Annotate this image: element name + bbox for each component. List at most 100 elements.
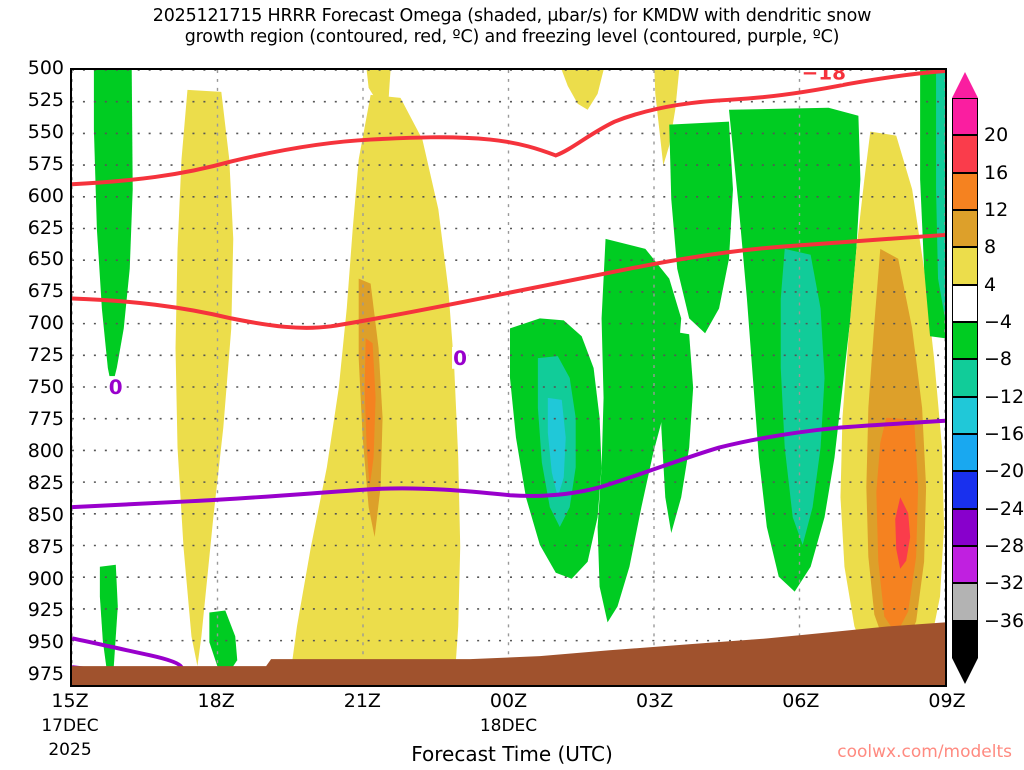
colorbar-segment-10	[952, 471, 978, 509]
chart-title: 2025121715 HRRR Forecast Omega (shaded, …	[0, 6, 1024, 48]
colorbar	[952, 72, 978, 684]
dgz-contour-upper	[72, 70, 945, 187]
shade-cyan-center	[547, 397, 566, 498]
colorbar-tick--16: −16	[984, 423, 1024, 445]
y-axis-tick-725: 725	[27, 344, 64, 367]
colorbar-tick--20: −20	[984, 460, 1024, 483]
x-axis-year-2025: 2025	[48, 740, 92, 760]
y-axis-labels: 500 525 550 575 600 625 650 675 700 725 750 775 800 8…	[0, 57, 64, 687]
grid-layer	[72, 70, 945, 685]
y-axis-tick-775: 775	[27, 407, 64, 430]
x-axis-tick-09Z: 09Z	[928, 690, 966, 712]
shade-green-upper-mid	[669, 121, 733, 334]
y-axis-tick-750: 750	[27, 376, 64, 399]
shade-yellow-top2	[654, 70, 680, 166]
chart-title-line2: growth region (contoured, red, ºC) and f…	[184, 27, 840, 47]
colorbar-tick--32: −32	[984, 572, 1024, 595]
shade-green-left	[93, 70, 133, 388]
x-axis-tick-00Z: 00Z	[489, 690, 528, 712]
y-axis-tick-550: 550	[27, 120, 64, 143]
y-axis-tick-875: 875	[27, 535, 64, 558]
colorbar-segment-8	[952, 396, 978, 434]
y-axis-tick-850: 850	[27, 503, 64, 526]
y-axis-tick-900: 900	[27, 567, 64, 590]
y-axis-tick-975: 975	[27, 663, 64, 686]
shade-green-left-low	[99, 564, 118, 679]
colorbar-tick-12: 12	[984, 199, 1009, 221]
colorbar-segment-9	[952, 434, 978, 472]
colorbar-tick--28: −28	[984, 535, 1024, 557]
x-axis-tick-06Z: 06Z	[782, 690, 820, 712]
colorbar-tick--24: −24	[984, 497, 1024, 520]
colorbar-segment-0	[952, 98, 978, 136]
contour-label-0: 0	[109, 376, 123, 399]
terrain-layer	[72, 622, 945, 685]
x-axis-tick-18Z: 18Z	[197, 690, 235, 712]
contour-label-0: 0	[453, 347, 467, 370]
y-axis-tick-650: 650	[27, 248, 64, 271]
colorbar-segment-2	[952, 172, 978, 210]
colorbar-segment-1	[952, 135, 978, 173]
x-axis-labels: 15Z 18Z 21Z 00Z 03Z 06Z 09Z 17DEC 18DEC 2025	[41, 690, 965, 770]
plot-area: −18 0 0	[70, 68, 947, 687]
shade-teal-right	[780, 248, 825, 545]
contour-label-bg	[107, 376, 124, 398]
shade-teal-faredge	[936, 70, 945, 319]
shade-yellow-col1	[175, 89, 234, 667]
y-axis-tick-800: 800	[27, 439, 64, 462]
plot-canvas: −18 0 0	[72, 70, 945, 685]
colorbar-segment-13	[952, 583, 978, 621]
colorbar-segment-12	[952, 546, 978, 584]
shade-yellow-top1	[561, 70, 604, 110]
chart-title-line1: 2025121715 HRRR Forecast Omega (shaded, …	[152, 6, 872, 26]
y-axis-tick-575: 575	[27, 152, 64, 175]
y-axis-tick-925: 925	[27, 599, 64, 622]
colorbar-segment-14	[952, 620, 978, 658]
shade-yellow-thin	[366, 70, 391, 104]
y-axis-tick-675: 675	[27, 280, 64, 303]
y-axis-tick-600: 600	[27, 184, 64, 207]
colorbar-segment-4	[952, 247, 978, 285]
colorbar-tick--36: −36	[984, 609, 1024, 632]
x-axis-tick-15Z: 15Z	[51, 690, 89, 712]
colorbar-segment-6	[952, 322, 978, 360]
colorbar-tick-16: 16	[984, 161, 1009, 184]
y-axis-tick-825: 825	[27, 471, 64, 494]
colorbar-segment-7	[952, 359, 978, 397]
x-axis-tick-03Z: 03Z	[636, 690, 674, 712]
colorbar-tick-4: 4	[984, 273, 997, 296]
colorbar-arrow-top	[952, 72, 978, 98]
x-axis-date-18DEC: 18DEC	[479, 716, 538, 736]
watermark: coolwx.com/modelts	[837, 742, 1012, 762]
freezing-level-contour	[72, 418, 945, 510]
dgz-contour-lower	[72, 232, 945, 330]
y-axis-tick-525: 525	[27, 88, 64, 111]
y-axis-tick-500: 500	[27, 57, 64, 79]
shade-green-sliver	[661, 330, 694, 533]
colorbar-arrow-bottom	[952, 658, 978, 684]
contour-layer: −18 0 0	[72, 70, 945, 677]
shade-orange-col2	[364, 338, 376, 488]
shade-green-midright	[597, 238, 682, 623]
colorbar-segment-5	[952, 284, 978, 322]
y-axis-tick-950: 950	[27, 631, 64, 654]
colorbar-tick-8: 8	[984, 236, 997, 259]
shade-green-bottom	[209, 610, 238, 673]
colorbar-segment-11	[952, 508, 978, 546]
y-axis-tick-625: 625	[27, 216, 64, 239]
colorbar-tick--4: −4	[984, 311, 1013, 333]
x-axis-date-17DEC: 17DEC	[41, 716, 99, 736]
y-axis-tick-700: 700	[27, 312, 64, 335]
x-axis-tick-21Z: 21Z	[343, 690, 381, 712]
x-axis-title: Forecast Time (UTC)	[411, 742, 613, 766]
terrain-band	[72, 622, 945, 685]
contour-label-−18: −18	[802, 70, 846, 84]
colorbar-segment-3	[952, 210, 978, 248]
colorbar-tick--12: −12	[984, 385, 1024, 408]
shade-red-right	[895, 497, 911, 569]
contour-label-bg	[804, 70, 843, 84]
colorbar-tick-20: 20	[984, 124, 1009, 147]
contour-label-bg	[452, 346, 468, 369]
colorbar-tick--8: −8	[984, 348, 1013, 371]
